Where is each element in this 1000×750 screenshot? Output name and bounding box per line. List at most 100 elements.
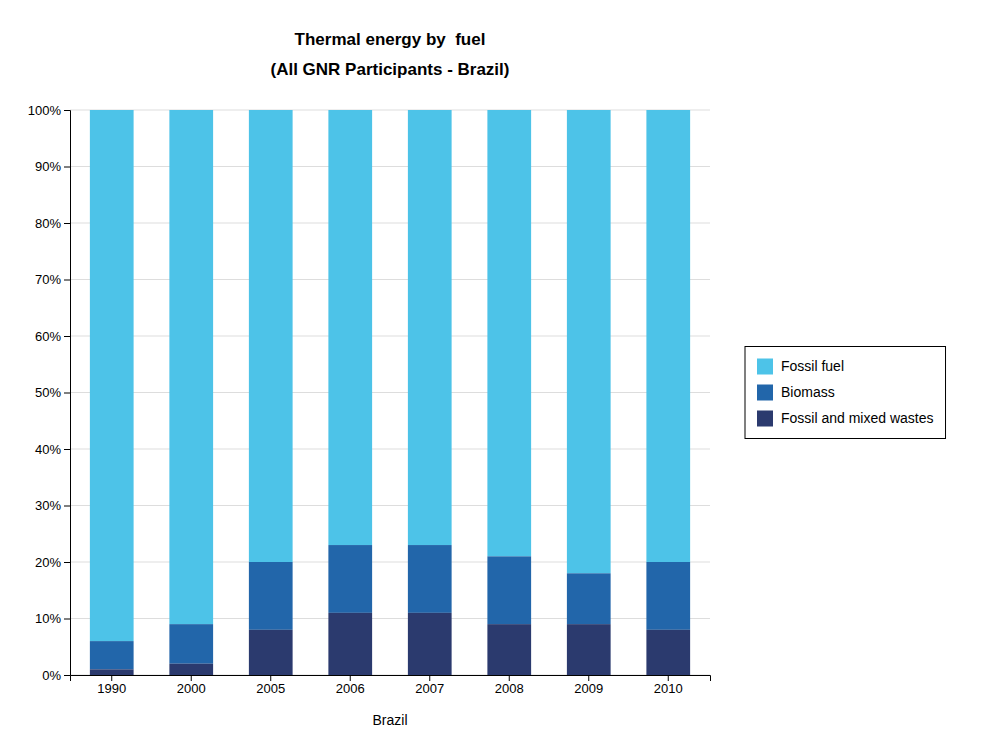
axis-line (64, 111, 71, 676)
bar (487, 624, 531, 675)
bar (249, 110, 293, 562)
tick-mark (64, 562, 70, 563)
bar (646, 110, 690, 562)
grid-line (70, 618, 710, 619)
bar (408, 110, 452, 545)
legend-label: Biomass (781, 384, 835, 400)
legend-item: Fossil fuel (757, 358, 844, 374)
tick-mark (429, 675, 430, 681)
legend-item: Biomass (757, 384, 835, 400)
tick: 2007 (415, 675, 444, 696)
tick-label: 60% (35, 329, 61, 344)
grid (70, 110, 710, 675)
tick: 2010 (654, 675, 683, 696)
tick-label: 2009 (574, 681, 603, 696)
tick-label: 40% (35, 442, 61, 457)
grid-line (70, 279, 710, 280)
tick: 80% (35, 216, 70, 231)
tick-mark (350, 675, 351, 681)
grid-line (70, 392, 710, 393)
bar-series (90, 613, 690, 675)
legend-swatch (757, 359, 773, 375)
tick-label: 20% (35, 555, 61, 570)
tick-mark (64, 393, 70, 394)
grid-line (70, 110, 710, 111)
tick-label: 2007 (415, 681, 444, 696)
grid-line (70, 166, 710, 167)
tick-label: 1990 (97, 681, 126, 696)
tick-mark (64, 280, 70, 281)
tick-label: 2008 (495, 681, 524, 696)
title: Thermal energy by fuel (295, 30, 486, 49)
grid-line (70, 562, 710, 563)
tick-mark (64, 336, 70, 337)
tick-mark (111, 675, 112, 681)
bar (169, 110, 213, 624)
legend-item: Fossil and mixed wastes (757, 410, 934, 426)
x-axis: 1990 2000 2005 2006 2007 2008 2009 2010 (71, 675, 711, 696)
bar (169, 624, 213, 664)
bar (408, 613, 452, 675)
tick: 1990 (97, 675, 126, 696)
bar (90, 110, 134, 641)
tick: 30% (35, 498, 70, 513)
tick: 50% (35, 385, 70, 400)
bar (487, 556, 531, 624)
tick: 2006 (336, 675, 365, 696)
tick-mark (64, 619, 70, 620)
tick: 10% (35, 611, 70, 626)
grid-line (70, 336, 710, 337)
tick-mark (64, 675, 70, 676)
bar-series (90, 110, 690, 641)
bar (328, 110, 372, 545)
tick-label: 80% (35, 216, 61, 231)
tick-label: 50% (35, 385, 61, 400)
tick-label: 30% (35, 498, 61, 513)
bar (90, 641, 134, 669)
plot: 1990 2000 2005 2006 2007 2008 2009 2010 0% 10% 20%… (28, 103, 711, 697)
tick-mark (64, 110, 70, 111)
subtitle: (All GNR Participants - Brazil) (271, 60, 510, 79)
grid-line (70, 505, 710, 506)
bar (567, 573, 611, 624)
tick-mark (270, 675, 271, 681)
tick-mark (64, 167, 70, 168)
tick: 0% (42, 668, 70, 683)
tick-mark (509, 675, 510, 681)
tick: 70% (35, 272, 70, 287)
tick-mark (64, 223, 70, 224)
x-axis-label: Brazil (372, 712, 407, 728)
bars (90, 110, 690, 675)
grid-line (70, 449, 710, 450)
bar (328, 613, 372, 675)
legend-label: Fossil fuel (781, 358, 844, 374)
legend-swatch (757, 411, 773, 427)
tick: 2008 (495, 675, 524, 696)
tick-label: 10% (35, 611, 61, 626)
legend-label: Fossil and mixed wastes (781, 410, 934, 426)
bar (646, 562, 690, 630)
tick-mark (588, 675, 589, 681)
bar (169, 664, 213, 675)
tick-mark (668, 675, 669, 681)
tick-label: 2010 (654, 681, 683, 696)
tick-label: 100% (28, 103, 62, 118)
tick-mark (191, 675, 192, 681)
y-axis: 0%10%20%30%40%50%60%70%80%90%100% (28, 103, 71, 683)
tick-label: 70% (35, 272, 61, 287)
tick: 20% (35, 555, 70, 570)
tick: 60% (35, 329, 70, 344)
axis-line (71, 676, 711, 682)
bar (249, 630, 293, 675)
bar (328, 545, 372, 613)
tick-label: 2005 (256, 681, 285, 696)
tick-label: 2000 (177, 681, 206, 696)
tick: 2000 (177, 675, 206, 696)
tick-mark (64, 506, 70, 507)
tick-label: 0% (42, 668, 61, 683)
bar (90, 669, 134, 675)
bar (249, 562, 293, 630)
legend-swatch (757, 385, 773, 401)
tick-label: 2006 (336, 681, 365, 696)
bar (408, 545, 452, 613)
